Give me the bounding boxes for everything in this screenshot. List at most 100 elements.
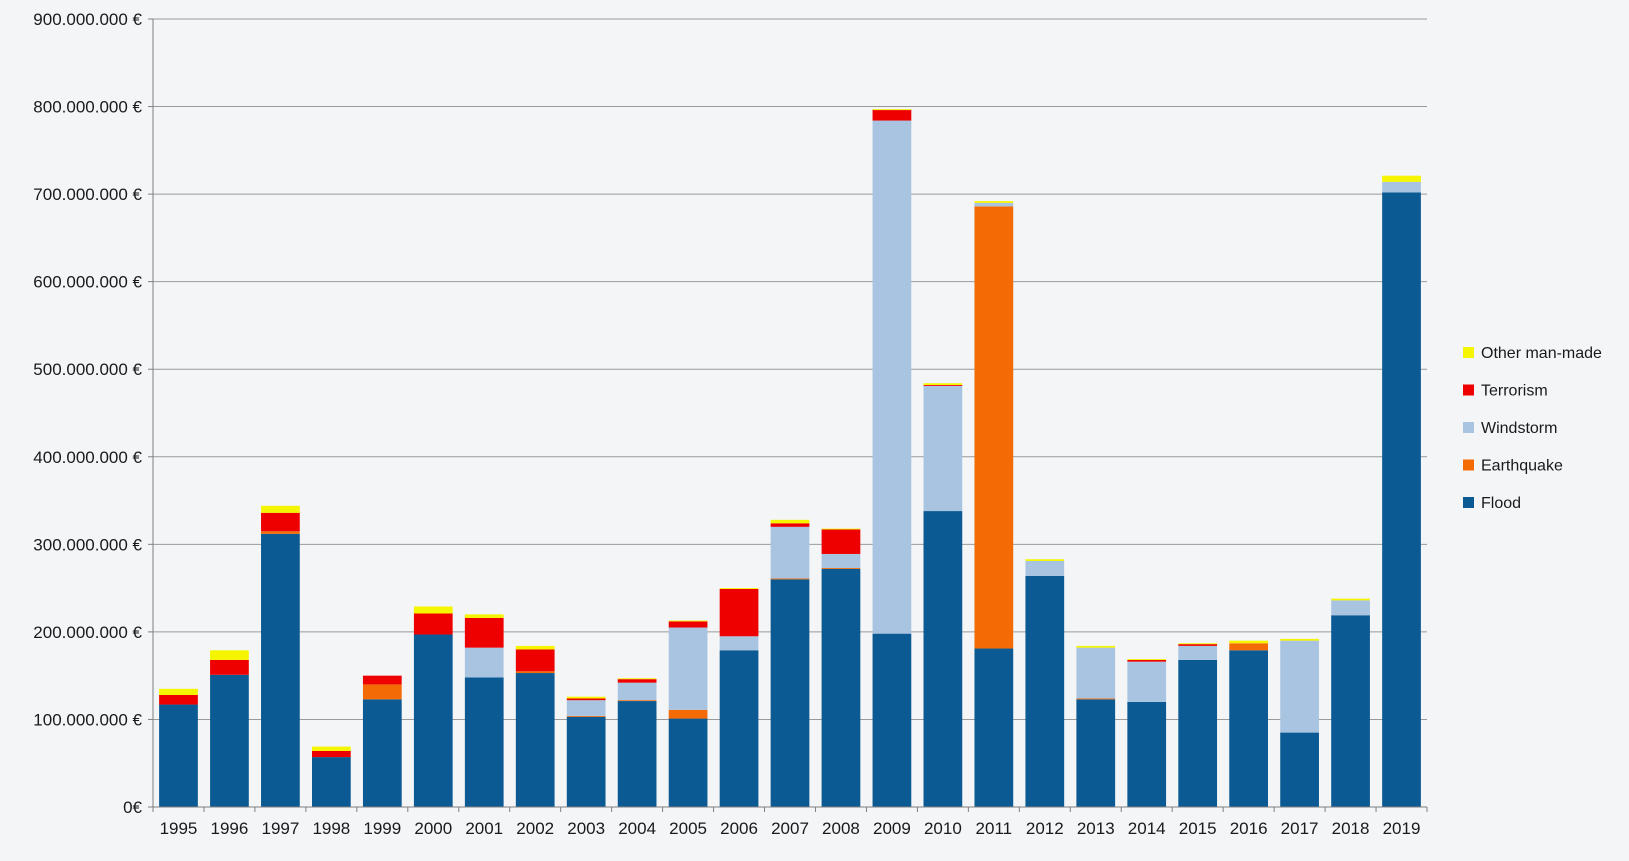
x-tick-label: 2012 xyxy=(1026,819,1064,838)
bar-segment-terrorism xyxy=(1127,659,1167,662)
bar-segment-flood xyxy=(261,533,300,807)
y-tick-label: 0€ xyxy=(123,798,142,817)
bar-segment-terrorism xyxy=(413,613,453,635)
bar-stack-1998 xyxy=(311,746,351,807)
bar-stack-2012 xyxy=(1025,559,1065,807)
bar-segment-windstorm xyxy=(566,700,606,716)
y-tick-label: 400.000.000 € xyxy=(33,448,142,467)
x-tick-label: 1997 xyxy=(261,819,299,838)
bar-segment-windstorm xyxy=(821,553,861,568)
bar-stack-2005 xyxy=(668,620,708,807)
x-tick-label: 2001 xyxy=(465,819,503,838)
bar-stack-2000 xyxy=(413,606,453,807)
bar-segment-other-man-made xyxy=(464,614,504,618)
bar-segment-other-man-made xyxy=(210,650,249,660)
y-tick-label: 500.000.000 € xyxy=(33,360,142,379)
bar-segment-windstorm xyxy=(770,526,810,579)
bar-segment-other-man-made xyxy=(719,588,759,589)
bar-segment-flood xyxy=(566,716,606,807)
bar-segment-flood xyxy=(464,677,504,807)
bar-segment-windstorm xyxy=(1025,560,1065,576)
bar-segment-terrorism xyxy=(821,529,861,554)
bar-segment-other-man-made xyxy=(566,696,606,699)
legend-label: Earthquake xyxy=(1481,458,1563,475)
legend-item-terrorism: Terrorism xyxy=(1463,383,1548,400)
bar-segment-other-man-made xyxy=(1331,598,1370,601)
bar-segment-flood xyxy=(1382,192,1421,808)
bar-segment-windstorm xyxy=(1076,647,1116,699)
bar-segment-flood xyxy=(923,511,963,807)
bar-segment-windstorm xyxy=(872,120,912,634)
bar-segment-earthquake xyxy=(668,709,708,719)
x-tick-label: 2014 xyxy=(1128,819,1166,838)
bar-segment-windstorm xyxy=(923,385,963,512)
x-tick-label: 1995 xyxy=(160,819,198,838)
bar-segment-windstorm xyxy=(719,636,759,651)
x-tick-label: 2019 xyxy=(1383,819,1421,838)
bar-segment-terrorism xyxy=(362,675,402,685)
bar-segment-flood xyxy=(719,650,759,807)
bar-segment-terrorism xyxy=(872,110,912,121)
y-tick-label: 800.000.000 € xyxy=(33,98,142,117)
bar-stack-2018 xyxy=(1331,598,1370,807)
bar-segment-terrorism xyxy=(566,698,606,701)
bar-segment-earthquake xyxy=(617,700,657,702)
bar-segment-flood xyxy=(821,568,861,807)
bar-segment-other-man-made xyxy=(1127,659,1167,660)
x-tick-label: 2003 xyxy=(567,819,605,838)
bar-stack-2014 xyxy=(1127,659,1167,807)
legend-item-windstorm: Windstorm xyxy=(1463,420,1557,437)
bar-stack-2016 xyxy=(1229,640,1269,807)
bar-segment-windstorm xyxy=(974,202,1014,207)
x-tick-label: 2008 xyxy=(822,819,860,838)
x-tick-label: 2015 xyxy=(1179,819,1217,838)
bar-stack-2006 xyxy=(719,588,759,807)
legend-swatch xyxy=(1463,422,1474,433)
legend-label: Windstorm xyxy=(1481,420,1557,437)
bar-stack-2015 xyxy=(1178,643,1218,807)
legend-swatch xyxy=(1463,497,1474,508)
bar-stack-2009 xyxy=(872,109,912,807)
legend-swatch xyxy=(1463,384,1474,396)
bar-stack-2003 xyxy=(566,696,606,807)
bar-segment-flood xyxy=(362,699,402,807)
bar-segment-other-man-made xyxy=(1280,638,1319,641)
bar-segment-flood xyxy=(1229,650,1269,807)
bar-segment-other-man-made xyxy=(1178,643,1218,645)
bar-segment-other-man-made xyxy=(923,383,963,385)
bar-segment-other-man-made xyxy=(872,109,912,111)
x-tick-label: 2000 xyxy=(414,819,452,838)
bar-segment-flood xyxy=(974,648,1014,807)
bar-stack-2007 xyxy=(770,519,810,807)
bar-stack-2019 xyxy=(1382,175,1421,808)
bar-segment-flood xyxy=(311,757,351,807)
bar-segment-windstorm xyxy=(1280,640,1319,733)
x-tick-label: 2018 xyxy=(1332,819,1370,838)
bar-segment-flood xyxy=(617,701,657,807)
bar-stack-1997 xyxy=(261,505,300,807)
bar-segment-terrorism xyxy=(923,384,963,386)
bar-segment-windstorm xyxy=(1331,600,1370,616)
bar-stack-2010 xyxy=(923,383,963,807)
bar-segment-other-man-made xyxy=(1382,175,1421,182)
bar-segment-windstorm xyxy=(1127,661,1167,702)
bar-segment-flood xyxy=(159,704,198,807)
bar-segment-flood xyxy=(1280,732,1319,807)
bar-segment-other-man-made xyxy=(821,528,861,530)
x-tick-label: 2006 xyxy=(720,819,758,838)
bar-segment-other-man-made xyxy=(515,645,555,650)
bar-segment-earthquake xyxy=(566,715,606,717)
bar-segment-flood xyxy=(413,634,453,807)
bar-segment-terrorism xyxy=(515,649,555,672)
bar-segment-earthquake xyxy=(770,578,810,580)
bar-segment-flood xyxy=(1076,699,1116,807)
x-tick-label: 1999 xyxy=(363,819,401,838)
legend-item-other-man-made: Other man-made xyxy=(1463,345,1602,362)
x-tick-label: 2009 xyxy=(873,819,911,838)
y-tick-label: 900.000.000 € xyxy=(33,10,142,29)
bar-segment-earthquake xyxy=(261,531,300,534)
bar-segment-flood xyxy=(872,633,912,807)
bar-stack-2001 xyxy=(464,614,504,807)
